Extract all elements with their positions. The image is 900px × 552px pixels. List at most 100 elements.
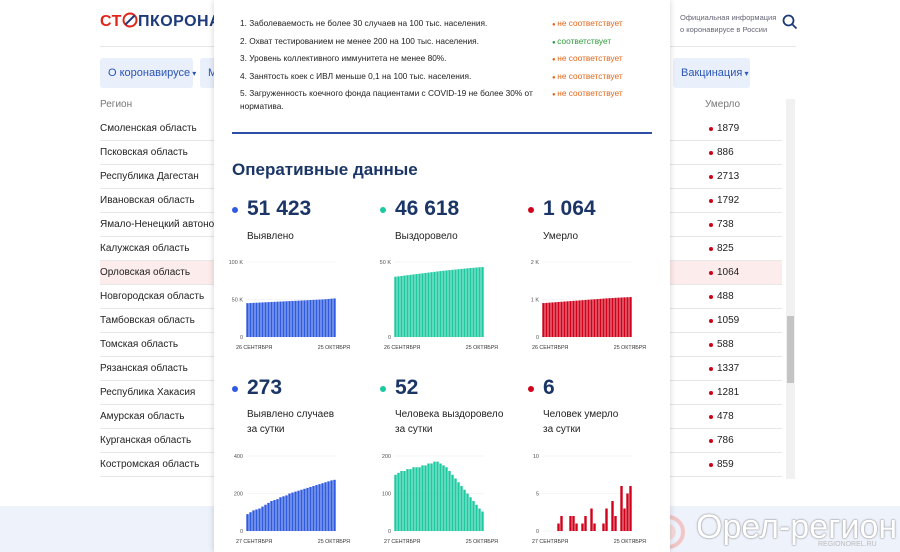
divider (232, 132, 652, 134)
logo-icon (122, 12, 138, 28)
bar (602, 523, 605, 531)
stat-value: 46 618 (395, 197, 460, 220)
marker-dot (709, 439, 713, 443)
status-dot (232, 207, 238, 213)
y-tick-label: 0 (240, 335, 243, 341)
marker-dot (709, 463, 713, 467)
y-tick-label: 100 (382, 492, 391, 498)
y-tick-label: 200 (234, 492, 243, 498)
bar (469, 497, 472, 531)
bar (572, 516, 575, 531)
marker-dot (709, 319, 713, 323)
deaths-value: 886 (717, 147, 734, 158)
bar (318, 299, 321, 337)
bar (403, 471, 406, 531)
region-name: Ямало-Ненецкий автономный округ (100, 219, 267, 230)
column-header: Регион (100, 99, 133, 110)
y-tick-label: 200 (382, 454, 391, 460)
bar (300, 489, 303, 531)
region-name: Курганская область (100, 435, 192, 446)
criterion-status: не соответствует (552, 52, 622, 67)
nav-button[interactable]: Вакцинация (673, 58, 750, 88)
bar (466, 268, 469, 337)
info-line: о коронавирусе в России (680, 25, 768, 34)
bar (605, 298, 608, 337)
mini-chart: 0 200 400 27 СЕНТЯБРЯ 25 ОКТЯБРЯ (234, 454, 350, 545)
deaths-value: 1792 (717, 195, 740, 206)
deaths-value: 1059 (717, 315, 740, 326)
bar (273, 500, 276, 531)
bar (575, 300, 578, 337)
bar (424, 465, 427, 531)
label-line: Умерло (543, 231, 579, 242)
bar (590, 508, 593, 531)
region-name: Калужская область (100, 243, 190, 254)
bar (427, 272, 430, 337)
bar (593, 523, 596, 531)
column-header: Умерло (705, 99, 741, 110)
bar (472, 501, 475, 531)
y-tick-label: 0 (388, 529, 391, 535)
bar (276, 499, 279, 531)
bar (418, 273, 421, 337)
bar (554, 302, 557, 337)
bar (560, 301, 563, 337)
deaths-value: 588 (717, 339, 734, 350)
bar (324, 482, 327, 531)
bar (421, 465, 424, 531)
stat-value: 1 064 (543, 197, 596, 220)
bar (303, 300, 306, 337)
marker-dot (709, 367, 713, 371)
search-icon[interactable] (782, 14, 798, 30)
bar (306, 487, 309, 531)
bar (620, 486, 623, 531)
bar (466, 493, 469, 531)
stat-value: 273 (247, 376, 283, 399)
criterion-status: не соответствует (552, 70, 622, 85)
bar (333, 479, 336, 531)
bar (623, 297, 626, 337)
bar (418, 467, 421, 531)
bar (330, 480, 333, 531)
bar (475, 504, 478, 531)
mini-chart: 0 1 K 2 K 26 СЕНТЯБРЯ 25 ОКТЯБРЯ (531, 260, 646, 351)
stat-label: Выздоровело (395, 229, 458, 244)
nav-button[interactable]: О коронавирусе (100, 58, 193, 88)
bar (318, 484, 321, 531)
status-dot (528, 386, 534, 392)
y-tick-label: 1 K (531, 298, 540, 304)
scroll-thumb[interactable] (787, 316, 794, 383)
bar (608, 298, 611, 337)
bar (629, 297, 632, 337)
x-tick-label: 25 ОКТЯБРЯ (466, 539, 498, 545)
marker-dot (709, 391, 713, 395)
criterion-text: 2. Охват тестированием не менее 200 на 1… (240, 36, 479, 46)
bar (264, 504, 267, 531)
bar (412, 467, 415, 531)
bar (288, 493, 291, 531)
stat-value: 51 423 (247, 197, 312, 220)
region-name: Томская область (100, 339, 179, 350)
bar (581, 523, 584, 531)
bar (478, 267, 481, 337)
label-line: за сутки (395, 424, 433, 435)
criterion-status: соответствует (552, 35, 611, 50)
bar (599, 298, 602, 337)
label-line: Выявлено (247, 231, 294, 242)
label-line: за сутки (543, 424, 581, 435)
bar (406, 275, 409, 337)
marker-dot (709, 175, 713, 179)
bar (472, 267, 475, 337)
bar (321, 299, 324, 337)
bar (584, 516, 587, 531)
label-line: Человек умерло (543, 409, 619, 420)
bar (575, 523, 578, 531)
bar (303, 488, 306, 531)
scrollbar[interactable] (786, 99, 795, 479)
bar (445, 270, 448, 337)
watermark: Орел-регион (696, 508, 898, 546)
bar (433, 461, 436, 531)
bar (469, 268, 472, 337)
bar (569, 516, 572, 531)
